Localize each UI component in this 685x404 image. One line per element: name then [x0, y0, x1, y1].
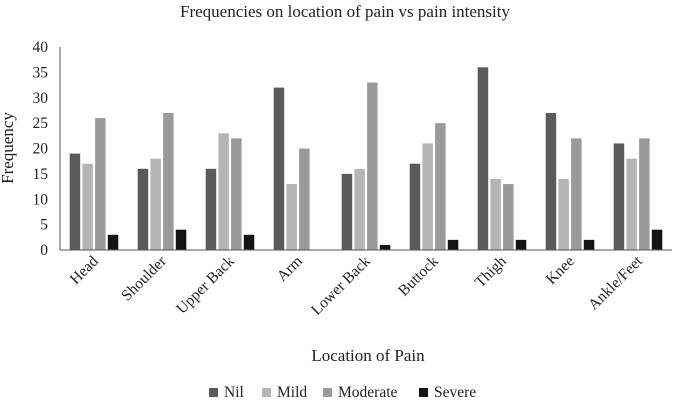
- bar-moderate-1: [95, 118, 106, 250]
- bar-nil-7: [477, 67, 489, 250]
- legend-label: Severe: [434, 384, 476, 401]
- x-tick-label: Upper Back: [173, 253, 238, 318]
- bar-severe-6: [447, 239, 459, 250]
- legend: Nil Mild Moderate Severe: [209, 384, 476, 401]
- y-tick-label: 15: [33, 166, 49, 183]
- y-tick-label: 0: [40, 242, 48, 259]
- y-tick-label: 40: [33, 39, 49, 56]
- bars: [69, 67, 663, 251]
- bar-mild-8: [558, 178, 569, 250]
- legend-swatch: [419, 388, 428, 397]
- bar-nil-2: [137, 168, 149, 250]
- bar-mild-2: [150, 158, 161, 250]
- bar-mild-7: [490, 178, 501, 250]
- bar-moderate-2: [163, 112, 174, 250]
- x-axis-ticks: Head Shoulder Upper Back Arm Lower Back Butto…: [67, 252, 647, 318]
- y-tick-label: 30: [33, 90, 49, 107]
- x-tick-label: Lower Back: [308, 253, 374, 319]
- bar-moderate-3: [231, 138, 242, 250]
- axes: [59, 47, 672, 251]
- legend-label: Nil: [224, 384, 244, 401]
- legend-item-nil: Nil: [209, 384, 244, 401]
- bar-severe-3: [243, 234, 255, 250]
- bar-mild-1: [82, 163, 93, 250]
- bar-severe-5: [379, 244, 391, 250]
- bar-mild-4: [286, 184, 297, 250]
- bar-nil-3: [205, 168, 217, 250]
- y-tick-label: 20: [33, 141, 49, 158]
- bar-moderate-8: [571, 138, 582, 250]
- legend-swatch: [323, 388, 332, 397]
- bar-nil-4: [273, 87, 285, 250]
- y-tick-label: 25: [33, 115, 49, 132]
- y-tick-label: 5: [40, 217, 48, 234]
- chart-title: Frequencies on location of pain vs pain …: [180, 2, 511, 21]
- legend-item-severe: Severe: [419, 384, 476, 401]
- bar-moderate-4: [299, 148, 310, 250]
- bar-mild-3: [218, 133, 229, 250]
- bar-severe-8: [583, 239, 595, 250]
- x-tick-label: Ankle/Feet: [585, 252, 646, 313]
- bar-mild-9: [626, 158, 637, 250]
- x-tick-label: Buttock: [395, 253, 442, 300]
- bar-nil-1: [69, 153, 81, 250]
- bar-mild-6: [422, 143, 433, 250]
- legend-swatch: [209, 388, 218, 397]
- bar-severe-9: [651, 229, 663, 250]
- legend-item-mild: Mild: [262, 384, 307, 401]
- bar-severe-2: [175, 229, 187, 250]
- x-tick-label: Shoulder: [118, 252, 170, 304]
- bar-moderate-9: [639, 138, 650, 250]
- bar-nil-9: [613, 143, 625, 250]
- legend-swatch: [262, 388, 271, 397]
- x-tick-label: Arm: [274, 253, 306, 285]
- y-axis-ticks: 0 5 10 15 20 25 30 35 40: [33, 39, 49, 259]
- x-tick-label: Head: [67, 253, 102, 288]
- y-axis-label: Frequency: [0, 112, 17, 184]
- legend-label: Moderate: [338, 384, 398, 401]
- bar-nil-6: [409, 163, 421, 250]
- bar-severe-1: [107, 234, 119, 250]
- y-tick-label: 35: [33, 64, 49, 81]
- x-tick-label: Knee: [543, 253, 578, 288]
- bar-moderate-7: [503, 184, 514, 250]
- y-tick-label: 10: [33, 191, 49, 208]
- bar-moderate-5: [367, 82, 378, 250]
- bar-moderate-6: [435, 123, 446, 251]
- bar-mild-5: [354, 168, 365, 250]
- legend-item-moderate: Moderate: [323, 384, 398, 401]
- legend-label: Mild: [277, 384, 307, 401]
- bar-severe-7: [515, 239, 527, 250]
- x-axis-label: Location of Pain: [311, 346, 425, 365]
- bar-nil-5: [341, 173, 353, 251]
- bar-nil-8: [545, 112, 557, 250]
- x-tick-label: Thigh: [472, 253, 510, 291]
